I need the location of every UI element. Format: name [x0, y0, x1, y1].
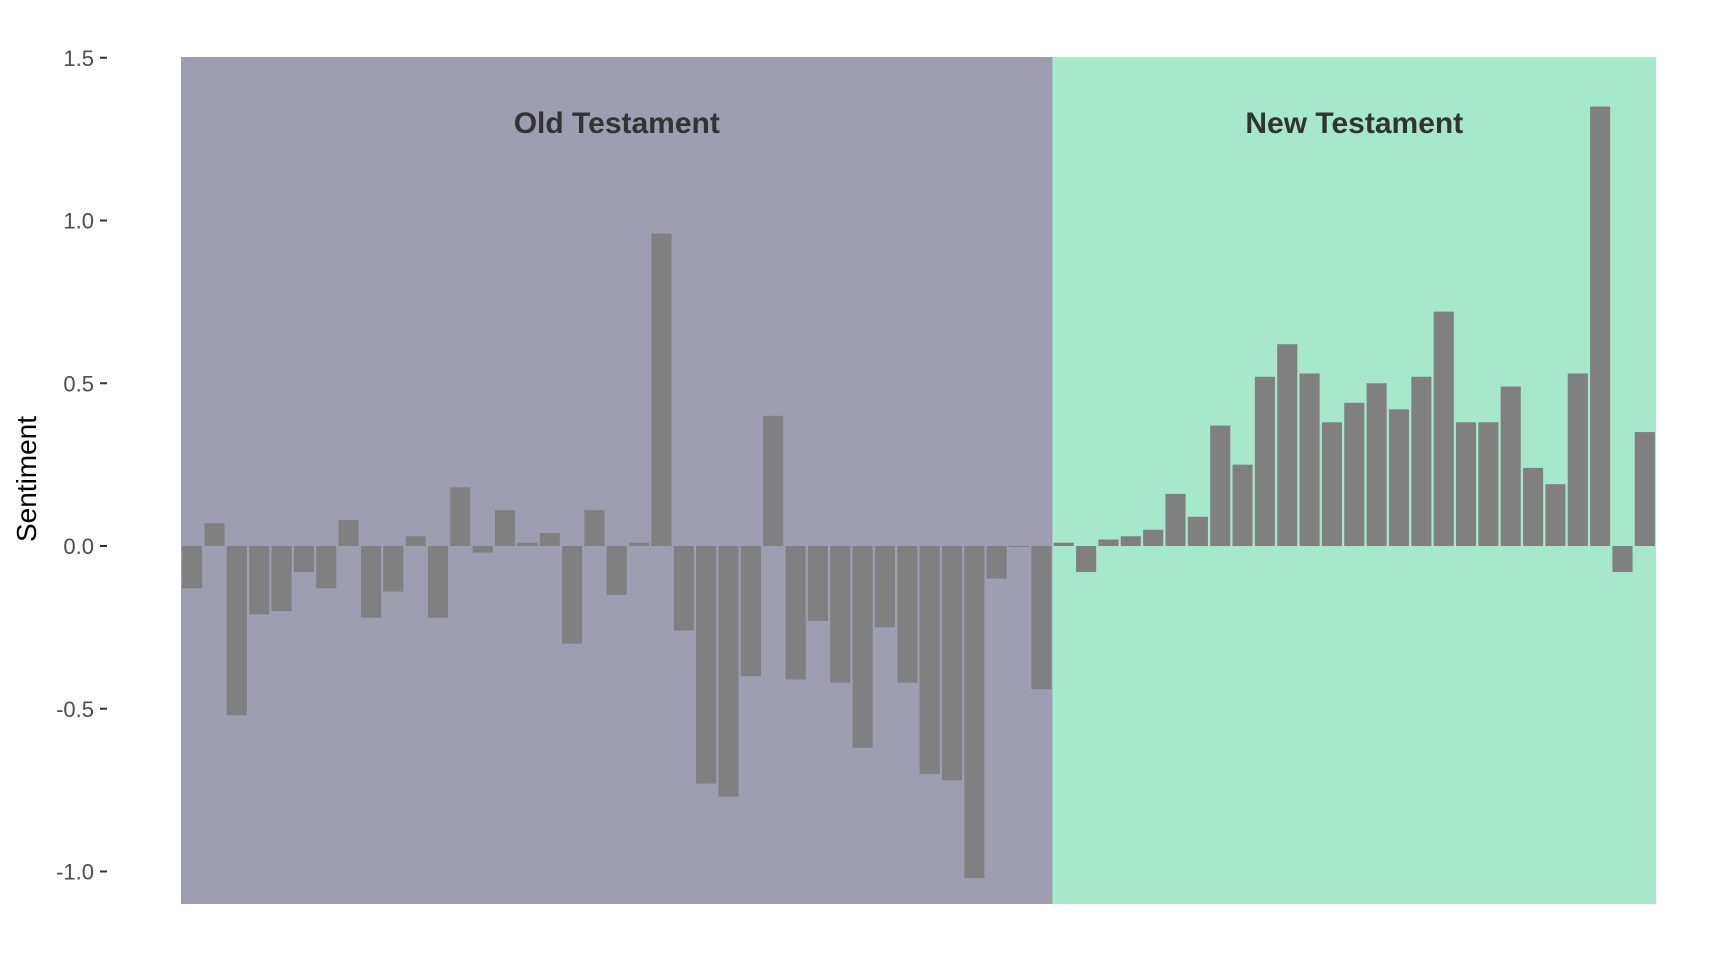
- bar-2: [204, 523, 225, 546]
- bar-53: [1344, 402, 1365, 546]
- bar-27: [763, 415, 784, 546]
- bar-10: [383, 546, 404, 592]
- bar-42: [1098, 539, 1119, 546]
- bar-49: [1254, 376, 1275, 546]
- y-tick-label: 0.5: [63, 371, 94, 396]
- bars-layer: [182, 106, 1655, 879]
- bar-38: [1009, 546, 1030, 547]
- bar-51: [1299, 373, 1320, 546]
- bar-16: [517, 542, 538, 546]
- y-tick-label: 1.0: [63, 209, 94, 234]
- bar-21: [629, 542, 650, 546]
- bar-6: [293, 546, 314, 573]
- bar-63: [1567, 373, 1588, 546]
- bar-37: [986, 546, 1007, 579]
- y-tick-label: -1.0: [56, 860, 94, 885]
- bar-43: [1120, 536, 1141, 546]
- bar-35: [941, 546, 963, 781]
- bar-50: [1277, 344, 1298, 546]
- bar-55: [1388, 409, 1410, 546]
- bar-46: [1187, 516, 1208, 546]
- bar-31: [852, 546, 873, 748]
- bar-19: [584, 510, 605, 546]
- bar-61: [1523, 467, 1544, 546]
- region-label-new-testament: New Testament: [1245, 107, 1463, 140]
- bar-33: [897, 546, 918, 683]
- bar-12: [427, 546, 449, 618]
- bar-59: [1478, 422, 1499, 546]
- bar-41: [1076, 546, 1097, 573]
- bar-66: [1634, 432, 1655, 546]
- bar-5: [271, 546, 292, 612]
- bar-45: [1165, 493, 1186, 546]
- bar-30: [830, 546, 851, 683]
- bar-40: [1053, 542, 1074, 546]
- bar-9: [360, 546, 382, 618]
- region-old-testament: [181, 57, 1053, 904]
- bar-64: [1590, 106, 1611, 546]
- bar-60: [1500, 386, 1521, 546]
- bar-54: [1366, 383, 1387, 546]
- y-tick-label: 0.0: [63, 534, 94, 559]
- bar-29: [807, 546, 828, 621]
- region-label-old-testament: Old Testament: [514, 107, 720, 140]
- bar-15: [494, 510, 516, 546]
- bar-52: [1321, 422, 1343, 546]
- bar-4: [249, 546, 270, 615]
- bar-24: [696, 546, 717, 784]
- y-axis: 1.5 1.0 0.5 0.0 -0.5 -1.0: [56, 46, 107, 885]
- bar-8: [338, 519, 359, 546]
- bar-56: [1411, 376, 1432, 546]
- bar-23: [673, 546, 694, 631]
- bar-57: [1433, 311, 1454, 546]
- region-labels: Old Testament New Testament: [514, 107, 1464, 140]
- bar-44: [1143, 529, 1164, 546]
- bar-25: [718, 546, 739, 797]
- bar-26: [740, 546, 761, 677]
- bar-1: [182, 546, 203, 589]
- bar-28: [785, 546, 806, 680]
- bar-65: [1612, 546, 1633, 573]
- y-axis-title: Sentiment: [11, 416, 42, 542]
- bar-48: [1232, 464, 1253, 546]
- bar-7: [316, 546, 337, 589]
- bar-36: [964, 546, 985, 879]
- bar-3: [226, 546, 247, 716]
- bar-13: [450, 487, 471, 546]
- bar-20: [606, 546, 627, 595]
- bar-11: [405, 536, 426, 546]
- bar-34: [919, 546, 940, 774]
- bar-62: [1545, 484, 1566, 546]
- y-tick-label: -0.5: [56, 697, 94, 722]
- y-tick-label: 1.5: [63, 46, 94, 71]
- bar-17: [539, 532, 560, 546]
- bar-18: [562, 546, 583, 644]
- bar-32: [874, 546, 896, 628]
- bar-14: [472, 546, 493, 553]
- bar-39: [1031, 546, 1052, 690]
- bar-22: [651, 233, 672, 546]
- bar-58: [1455, 422, 1477, 546]
- bar-47: [1210, 425, 1231, 546]
